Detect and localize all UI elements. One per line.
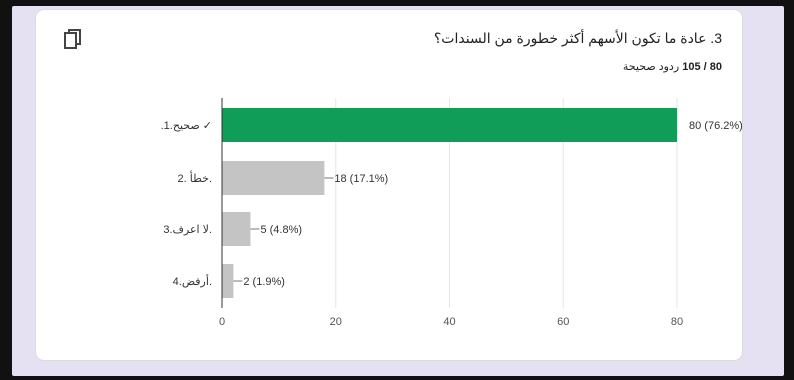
bar-chart: 0 20 40 60 80 .صحيح.1 ✓ 80 (76.2%) خطأ .2. 18 (1… (161, 98, 742, 328)
data-label: 2 (1.9%) (243, 276, 285, 288)
data-label: 5 (4.8%) (260, 224, 302, 236)
score-value: 80 / 105 (682, 61, 722, 73)
score-suffix: ردود صحيحة (622, 61, 680, 73)
category-label: .صحيح.1 ✓ (161, 120, 212, 132)
score-summary: 80 / 105 ردود صحيحة (623, 60, 722, 73)
category-label: لا اعرف.3. (163, 224, 212, 236)
data-label: 80 (76.2%) (689, 120, 742, 132)
bar (222, 108, 677, 142)
x-tick-label: 80 (671, 316, 683, 328)
bar (222, 212, 251, 246)
x-tick-label: 40 (443, 316, 455, 328)
x-tick-label: 60 (557, 316, 569, 328)
bar (222, 264, 234, 298)
copy-icon[interactable] (63, 28, 83, 50)
bar (222, 161, 325, 195)
data-label: 18 (17.1%) (334, 173, 388, 185)
question-card: 3. عادة ما تكون الأسهم أكثر خطورة من الس… (36, 10, 742, 360)
category-label: أرفض.4. (173, 274, 212, 288)
x-tick-label: 0 (219, 316, 225, 328)
category-label: خطأ .2. (178, 170, 212, 185)
x-tick-label: 20 (330, 316, 342, 328)
question-title: 3. عادة ما تكون الأسهم أكثر خطورة من الس… (433, 30, 722, 46)
